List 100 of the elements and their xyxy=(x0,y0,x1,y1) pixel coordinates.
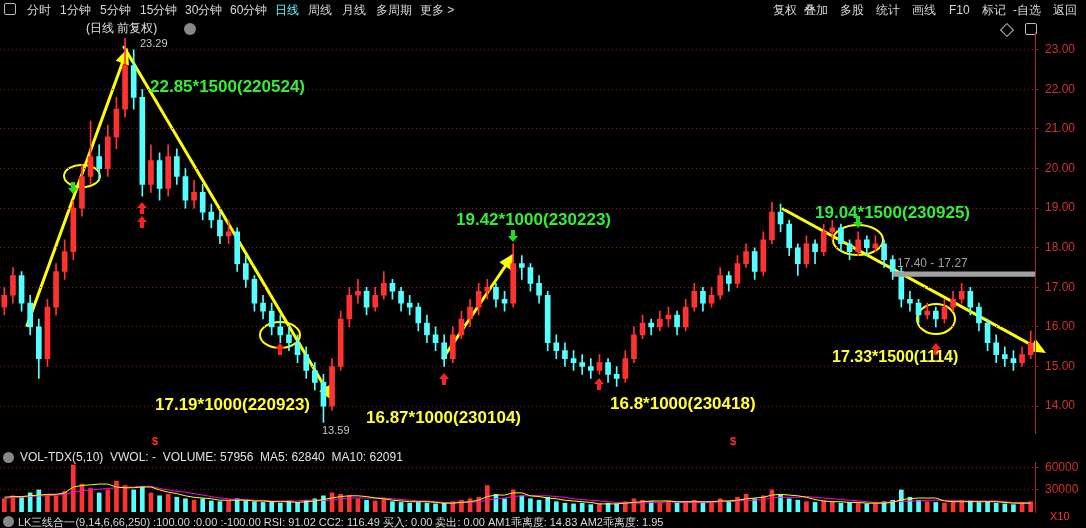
text: 60分钟 xyxy=(230,3,268,17)
bar xyxy=(786,498,792,512)
bar xyxy=(19,496,24,512)
bar xyxy=(864,503,870,512)
bar xyxy=(295,502,300,512)
text: 月线 xyxy=(342,3,366,17)
annotation: 23.29 xyxy=(140,37,168,49)
candlestick xyxy=(355,279,361,304)
annotation: 19.04*1500(230925) xyxy=(815,203,971,222)
text: 多周期 xyxy=(376,3,412,17)
bar xyxy=(36,489,42,512)
text: 分时 xyxy=(27,3,51,17)
text: 日线 xyxy=(275,3,299,17)
text: 周线 xyxy=(308,3,332,17)
candlestick xyxy=(406,294,413,316)
band-label: 17.40 - 17.27 xyxy=(897,256,969,271)
chart-title: (日线 前复权) xyxy=(86,21,158,35)
bar xyxy=(847,502,852,512)
bar xyxy=(528,498,533,512)
y-tick-label: 21.00 xyxy=(1045,121,1076,136)
bar xyxy=(165,494,171,512)
bar xyxy=(657,502,663,512)
bar xyxy=(1002,503,1008,512)
candlestick xyxy=(829,219,836,241)
bar xyxy=(821,500,827,512)
bar xyxy=(571,503,576,512)
text: 画线 xyxy=(912,3,936,17)
bar xyxy=(252,501,257,512)
annotation: 17.19*1000(220923) xyxy=(155,395,311,414)
candlestick xyxy=(907,290,913,312)
text: 1分钟 xyxy=(60,3,91,17)
candlestick xyxy=(484,279,491,300)
bar xyxy=(579,502,585,512)
candlestick xyxy=(518,255,525,280)
text: 返回 xyxy=(1053,3,1077,17)
bar xyxy=(243,500,249,512)
bar xyxy=(200,498,206,512)
bar xyxy=(933,502,939,512)
text: F10 xyxy=(949,3,970,17)
bar xyxy=(441,502,447,512)
bar xyxy=(993,502,999,512)
bar xyxy=(415,502,421,512)
bar xyxy=(1,498,7,512)
bar xyxy=(553,501,559,512)
text: -自选 xyxy=(1013,3,1041,17)
bar xyxy=(88,488,93,512)
bar xyxy=(407,502,413,512)
bar xyxy=(269,501,275,512)
bar xyxy=(804,501,809,512)
y-tick-label: 16.00 xyxy=(1045,319,1076,334)
candlestick xyxy=(1001,346,1008,367)
annotation: 13.59 xyxy=(322,424,350,436)
bar xyxy=(502,498,507,512)
bar xyxy=(855,502,861,512)
y-tick-label: 15.00 xyxy=(1045,358,1076,373)
bar xyxy=(588,504,594,512)
text: 15分钟 xyxy=(140,3,178,17)
bar xyxy=(985,501,990,512)
candlestick xyxy=(579,354,586,375)
text: $ xyxy=(730,435,737,447)
text: 标记 xyxy=(981,3,1006,17)
bar xyxy=(277,502,283,512)
text: 统计 xyxy=(876,3,900,17)
y-tick-label: 22.00 xyxy=(1045,81,1076,96)
y-tick-label: 18.00 xyxy=(1045,240,1076,255)
bar xyxy=(484,485,490,512)
candlestick xyxy=(587,358,594,379)
y-tick-label: 19.00 xyxy=(1045,200,1076,215)
bar xyxy=(131,489,137,512)
bar xyxy=(70,464,76,512)
bar xyxy=(726,500,732,512)
text: 更多 > xyxy=(420,3,455,17)
bar xyxy=(174,496,180,512)
text: 复权 xyxy=(773,3,797,17)
y-tick-label: 60000 xyxy=(1045,460,1079,475)
y-tick-label: 20.00 xyxy=(1045,160,1076,175)
annotation: 16.8*1000(230418) xyxy=(610,394,756,413)
y-tick-label: 30000 xyxy=(1045,482,1079,497)
bar xyxy=(96,492,102,512)
text: 多股 xyxy=(840,3,864,17)
text: X10 xyxy=(1050,510,1070,522)
bar xyxy=(1011,504,1016,512)
bar xyxy=(519,495,525,512)
text: 叠加 xyxy=(804,3,828,17)
bar xyxy=(226,499,231,512)
annotation: 22.85*1500(220524) xyxy=(150,77,306,96)
bar xyxy=(183,498,188,512)
bar xyxy=(898,489,904,512)
bar xyxy=(942,502,947,512)
y-tick-label: 14.00 xyxy=(1045,398,1076,413)
y-tick-label: 17.00 xyxy=(1045,279,1076,294)
y-tick-label: 23.00 xyxy=(1045,42,1076,57)
text: $ xyxy=(152,435,159,447)
bar xyxy=(795,499,801,512)
bar xyxy=(105,489,111,512)
text: LK三线合一(9,14,6,66,250) :100.00 :0.00 :-100.00 RSI: 91.02 CC2: 116.49 买入: 0.00 卖出: 0.00 AM1乖离度: 14.83 AM2乖离度: 1.95 xyxy=(18,516,664,528)
bar xyxy=(924,501,930,512)
bar xyxy=(545,496,551,512)
bar xyxy=(433,503,438,512)
bar xyxy=(967,500,973,512)
